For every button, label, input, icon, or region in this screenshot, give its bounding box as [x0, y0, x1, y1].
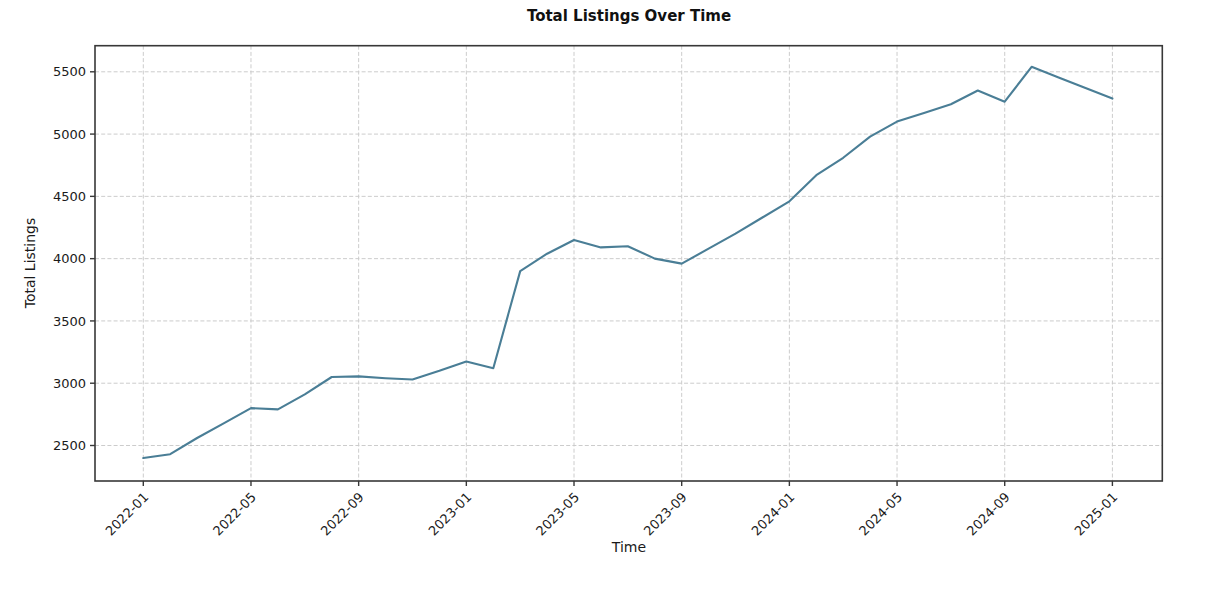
y-tick-label: 5500 — [53, 64, 86, 79]
chart-svg: 2500 3000 3500 4000 4500 5000 5500 2022-01 2022-… — [0, 0, 1220, 594]
x-tick-label: 2023-09 — [641, 490, 690, 539]
y-tick-label: 3000 — [53, 376, 86, 391]
y-tick-label: 3500 — [53, 314, 86, 329]
x-tick-label: 2022-01 — [102, 490, 151, 539]
y-tick-label: 2500 — [53, 438, 86, 453]
total-listings-line — [143, 67, 1112, 458]
x-tick-label: 2024-05 — [856, 490, 905, 539]
x-tick-label: 2022-09 — [318, 490, 367, 539]
y-tick-label: 4500 — [53, 189, 86, 204]
x-tick-label: 2023-01 — [425, 490, 474, 539]
x-tick-label: 2024-01 — [748, 490, 797, 539]
x-tick-label: 2024-09 — [964, 490, 1013, 539]
x-tick-label: 2025-01 — [1071, 490, 1120, 539]
x-tick-label: 2023-05 — [533, 490, 582, 539]
x-tick-label: 2022-05 — [210, 490, 259, 539]
plot-border — [95, 46, 1162, 481]
y-tick-label: 4000 — [53, 251, 86, 266]
y-tick-label: 5000 — [53, 127, 86, 142]
